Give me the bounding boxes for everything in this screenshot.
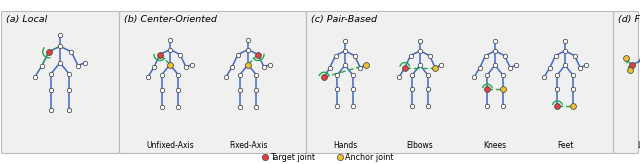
Text: Left Fingers: Left Fingers	[637, 141, 640, 150]
FancyBboxPatch shape	[614, 11, 639, 154]
Text: (a) Local: (a) Local	[6, 15, 47, 24]
Text: Fixed-Axis: Fixed-Axis	[228, 141, 268, 150]
Text: Unfixed-Axis: Unfixed-Axis	[146, 141, 194, 150]
Text: Elbows: Elbows	[406, 141, 433, 150]
Text: Target joint: Target joint	[270, 153, 315, 162]
Text: (d) Finger-Based: (d) Finger-Based	[618, 15, 640, 24]
Text: Anchor joint: Anchor joint	[345, 153, 394, 162]
FancyBboxPatch shape	[1, 11, 120, 154]
Text: Knees: Knees	[483, 141, 507, 150]
Text: (b) Center-Oriented: (b) Center-Oriented	[124, 15, 217, 24]
Text: Hands: Hands	[333, 141, 357, 150]
FancyBboxPatch shape	[120, 11, 307, 154]
FancyBboxPatch shape	[307, 11, 614, 154]
Text: (c) Pair-Based: (c) Pair-Based	[311, 15, 377, 24]
Text: Feet: Feet	[557, 141, 573, 150]
